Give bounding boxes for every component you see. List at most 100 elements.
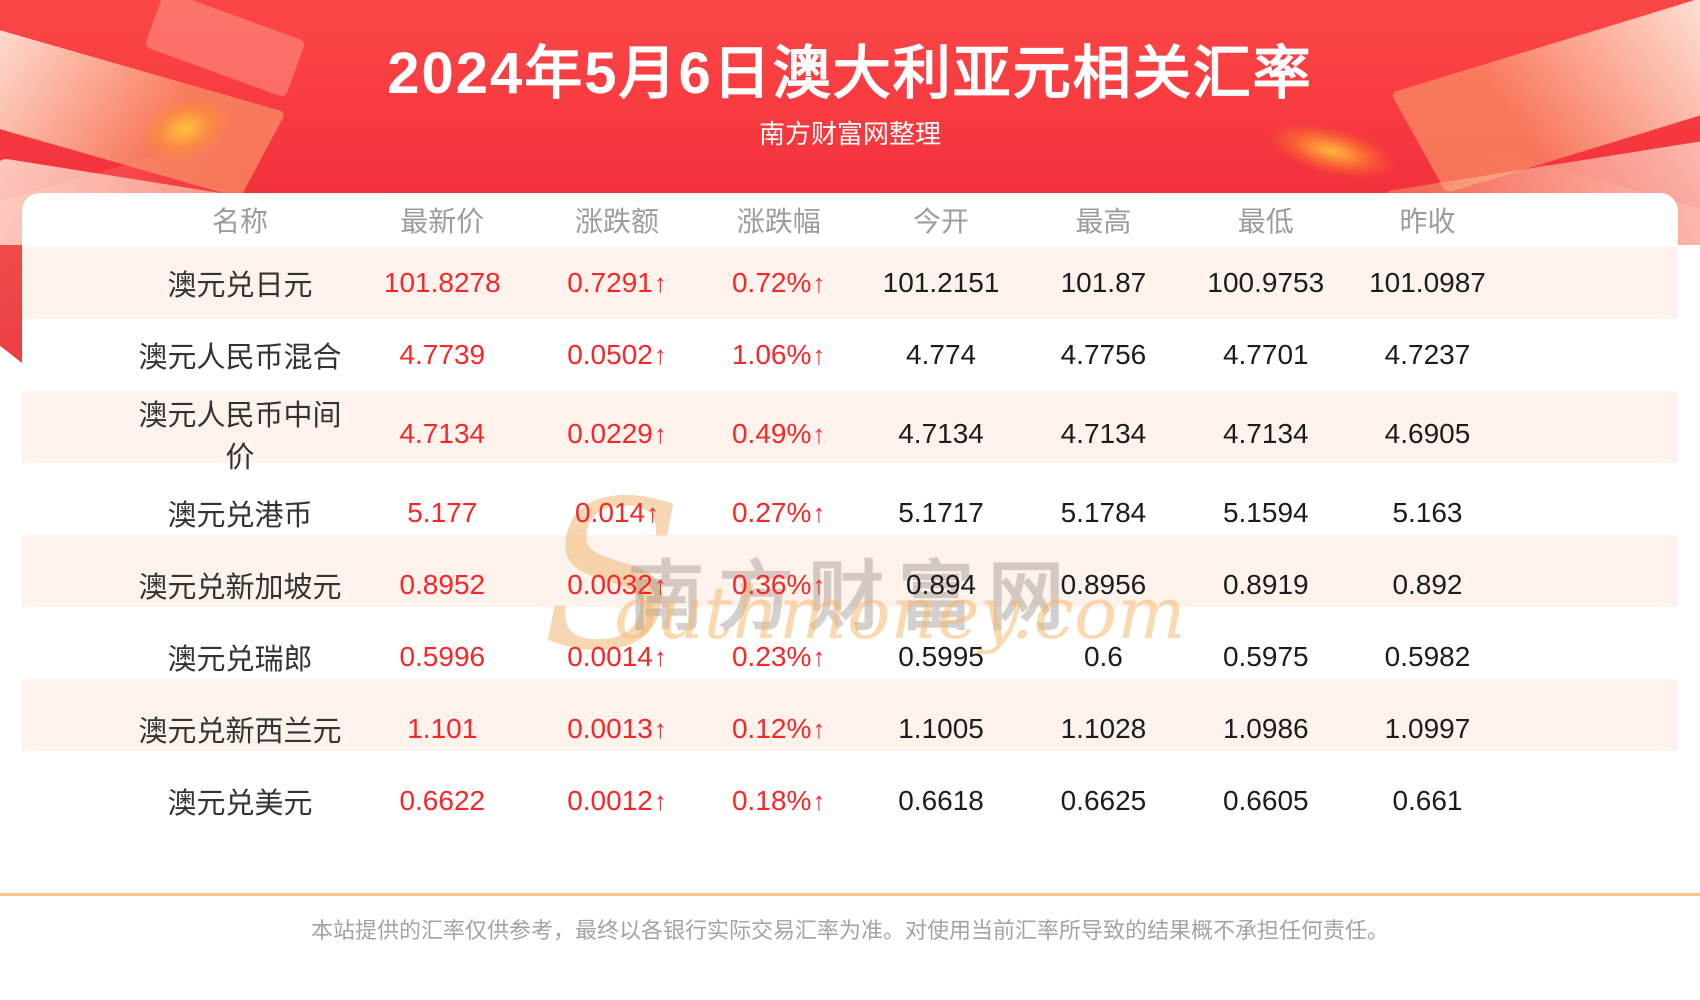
cell-name: 澳元人民币中间价 bbox=[138, 400, 342, 474]
cell-name: 澳元兑港币 bbox=[167, 500, 313, 532]
rates-table-wrapper: 名称 最新价 涨跌额 涨跌幅 今开 最高 最低 昨收 澳元兑日元 101.8278 0.7291↑… bbox=[22, 193, 1678, 837]
cell-open: 0.894 bbox=[906, 569, 977, 600]
cell-latest: 5.177 bbox=[407, 497, 478, 528]
cell-low: 0.6605 bbox=[1222, 785, 1309, 816]
cell-open: 1.1005 bbox=[898, 713, 984, 744]
cell-change: 0.7291↑ bbox=[567, 267, 667, 298]
column-header-low: 最低 bbox=[1237, 206, 1294, 237]
cell-high: 0.8956 bbox=[1060, 569, 1147, 600]
cell-change_pct: 0.23%↑ bbox=[731, 641, 826, 672]
cell-low: 0.5975 bbox=[1222, 641, 1309, 672]
column-header-high: 最高 bbox=[1075, 206, 1132, 237]
cell-prev_close: 4.6905 bbox=[1384, 418, 1471, 449]
cell-change: 0.0012↑ bbox=[567, 785, 667, 816]
up-arrow-icon: ↑ bbox=[653, 340, 667, 370]
column-header-change_pct: 涨跌幅 bbox=[736, 206, 821, 237]
column-header-change: 涨跌额 bbox=[575, 206, 660, 237]
row-stripes-decoration bbox=[22, 247, 1678, 823]
column-header-prev_close: 昨收 bbox=[1399, 206, 1456, 237]
cell-change_pct: 1.06%↑ bbox=[731, 339, 826, 370]
table-row: 澳元兑日元 101.8278 0.7291↑ 0.72%↑ 101.2151 101.87… bbox=[132, 247, 1508, 319]
up-arrow-icon: ↑ bbox=[646, 498, 660, 528]
cell-high: 4.7756 bbox=[1060, 339, 1147, 370]
table-row: 澳元兑新西兰元 1.101 0.0013↑ 0.12%↑ 1.1005 1.1028 1.0… bbox=[132, 693, 1508, 765]
cell-low: 100.9753 bbox=[1207, 267, 1325, 298]
cell-latest: 4.7739 bbox=[399, 339, 486, 370]
cell-open: 4.774 bbox=[906, 339, 977, 370]
cell-high: 5.1784 bbox=[1060, 497, 1147, 528]
cell-prev_close: 1.0997 bbox=[1384, 713, 1471, 744]
cell-prev_close: 4.7237 bbox=[1384, 339, 1471, 370]
cell-name: 澳元人民币混合 bbox=[138, 342, 342, 374]
up-arrow-icon: ↑ bbox=[653, 570, 667, 600]
cell-low: 4.7701 bbox=[1222, 339, 1309, 370]
cell-open: 5.1717 bbox=[898, 497, 984, 528]
cell-name: 澳元兑新加坡元 bbox=[138, 572, 342, 604]
cell-low: 4.7134 bbox=[1222, 418, 1309, 449]
cell-latest: 1.101 bbox=[407, 713, 478, 744]
table-row: 澳元兑港币 5.177 0.014↑ 0.27%↑ 5.1717 5.1784 5.1594… bbox=[132, 477, 1508, 549]
cell-change: 0.0014↑ bbox=[567, 641, 667, 672]
cell-latest: 101.8278 bbox=[383, 267, 501, 298]
cell-latest: 0.8952 bbox=[399, 569, 486, 600]
disclaimer-text: 本站提供的汇率仅供参考，最终以各银行实际交易汇率为准。对使用当前汇率所导致的结果… bbox=[310, 918, 1389, 943]
cell-high: 101.87 bbox=[1060, 267, 1147, 298]
cell-change_pct: 0.18%↑ bbox=[731, 785, 826, 816]
rates-table: 名称 最新价 涨跌额 涨跌幅 今开 最高 最低 昨收 澳元兑日元 101.8278 0.7291↑… bbox=[132, 193, 1508, 837]
cell-name: 澳元兑瑞郎 bbox=[167, 644, 313, 676]
cell-name: 澳元兑新西兰元 bbox=[138, 716, 342, 748]
up-arrow-icon: ↑ bbox=[653, 419, 667, 449]
cell-high: 0.6625 bbox=[1060, 785, 1147, 816]
up-arrow-icon: ↑ bbox=[653, 268, 667, 298]
table-body: 澳元兑日元 101.8278 0.7291↑ 0.72%↑ 101.2151 101.87… bbox=[132, 247, 1508, 837]
page-title: 2024年5月6日澳大利亚元相关汇率 bbox=[387, 41, 1313, 106]
cell-low: 0.8919 bbox=[1222, 569, 1309, 600]
up-arrow-icon: ↑ bbox=[812, 714, 826, 744]
column-header-name: 名称 bbox=[212, 206, 269, 237]
table-row: 澳元人民币混合 4.7739 0.0502↑ 1.06%↑ 4.774 4.7756 4.7… bbox=[132, 319, 1508, 391]
cell-prev_close: 101.0987 bbox=[1369, 267, 1486, 298]
cell-change_pct: 0.27%↑ bbox=[731, 497, 826, 528]
cell-change_pct: 0.49%↑ bbox=[731, 418, 826, 449]
up-arrow-icon: ↑ bbox=[812, 419, 826, 449]
cell-open: 101.2151 bbox=[882, 267, 1000, 298]
cell-prev_close: 0.5982 bbox=[1384, 641, 1471, 672]
cell-latest: 0.5996 bbox=[399, 641, 486, 672]
footer-separator-line bbox=[0, 893, 1700, 896]
cell-change_pct: 0.12%↑ bbox=[731, 713, 826, 744]
table-row: 澳元人民币中间价 4.7134 0.0229↑ 0.49%↑ 4.7134 4.7134 4… bbox=[132, 391, 1508, 477]
cell-open: 4.7134 bbox=[898, 418, 984, 449]
up-arrow-icon: ↑ bbox=[812, 570, 826, 600]
cell-change: 0.0229↑ bbox=[567, 418, 667, 449]
cell-high: 4.7134 bbox=[1060, 418, 1147, 449]
cell-high: 1.1028 bbox=[1060, 713, 1147, 744]
up-arrow-icon: ↑ bbox=[812, 642, 826, 672]
cell-low: 5.1594 bbox=[1222, 497, 1309, 528]
column-header-open: 今开 bbox=[913, 206, 970, 237]
table-row: 澳元兑新加坡元 0.8952 0.0032↑ 0.36%↑ 0.894 0.8956 0.8… bbox=[132, 549, 1508, 621]
table-row: 澳元兑瑞郎 0.5996 0.0014↑ 0.23%↑ 0.5995 0.6 0.5975 0… bbox=[132, 621, 1508, 693]
up-arrow-icon: ↑ bbox=[812, 340, 826, 370]
table-header-row: 名称 最新价 涨跌额 涨跌幅 今开 最高 最低 昨收 bbox=[132, 193, 1508, 247]
cell-prev_close: 0.661 bbox=[1392, 785, 1463, 816]
column-header-latest: 最新价 bbox=[400, 206, 485, 237]
page-subtitle: 南方财富网整理 bbox=[758, 119, 941, 149]
cell-high: 0.6 bbox=[1083, 641, 1123, 672]
cell-change: 0.0013↑ bbox=[567, 713, 667, 744]
cell-open: 0.5995 bbox=[898, 641, 984, 672]
cell-change_pct: 0.36%↑ bbox=[731, 569, 826, 600]
up-arrow-icon: ↑ bbox=[653, 642, 667, 672]
cell-prev_close: 5.163 bbox=[1392, 497, 1463, 528]
up-arrow-icon: ↑ bbox=[812, 268, 826, 298]
cell-latest: 4.7134 bbox=[399, 418, 486, 449]
up-arrow-icon: ↑ bbox=[812, 498, 826, 528]
cell-name: 澳元兑美元 bbox=[167, 788, 313, 820]
cell-low: 1.0986 bbox=[1222, 713, 1309, 744]
table-row: 澳元兑美元 0.6622 0.0012↑ 0.18%↑ 0.6618 0.6625 0.66… bbox=[132, 765, 1508, 837]
cell-change_pct: 0.72%↑ bbox=[731, 267, 826, 298]
cell-change: 0.014↑ bbox=[574, 497, 660, 528]
rates-table-card: S 南方财富网 outhmoney.com 名称 最新价 涨跌额 涨跌幅 今开 最高 最低昨… bbox=[22, 193, 1678, 1000]
cell-change: 0.0032↑ bbox=[567, 569, 667, 600]
up-arrow-icon: ↑ bbox=[812, 786, 826, 816]
cell-latest: 0.6622 bbox=[399, 785, 486, 816]
